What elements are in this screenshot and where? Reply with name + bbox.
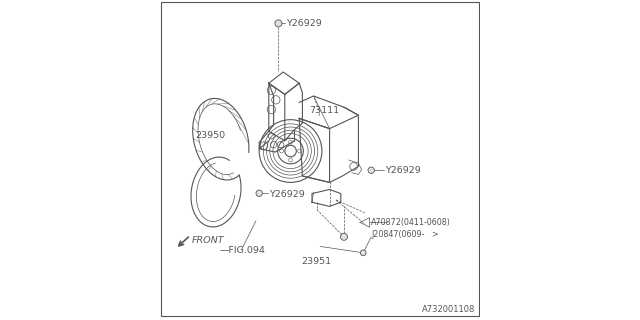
Circle shape [275, 20, 282, 27]
Circle shape [340, 233, 348, 240]
Text: 73111: 73111 [309, 106, 339, 115]
Circle shape [368, 167, 374, 173]
Text: A732001108: A732001108 [422, 305, 475, 314]
Circle shape [256, 190, 262, 196]
Text: A70872(0411-0608): A70872(0411-0608) [371, 218, 451, 227]
Text: Y26929: Y26929 [269, 190, 305, 199]
Text: FRONT: FRONT [191, 236, 224, 245]
Text: Y26929: Y26929 [385, 166, 420, 175]
Text: J20847(0609-   >: J20847(0609- > [371, 230, 439, 239]
Text: 23951: 23951 [301, 257, 332, 266]
Circle shape [360, 250, 366, 256]
Text: Y26929: Y26929 [285, 19, 321, 28]
Text: 23950: 23950 [195, 131, 226, 140]
Text: —FIG.094: —FIG.094 [219, 246, 265, 255]
